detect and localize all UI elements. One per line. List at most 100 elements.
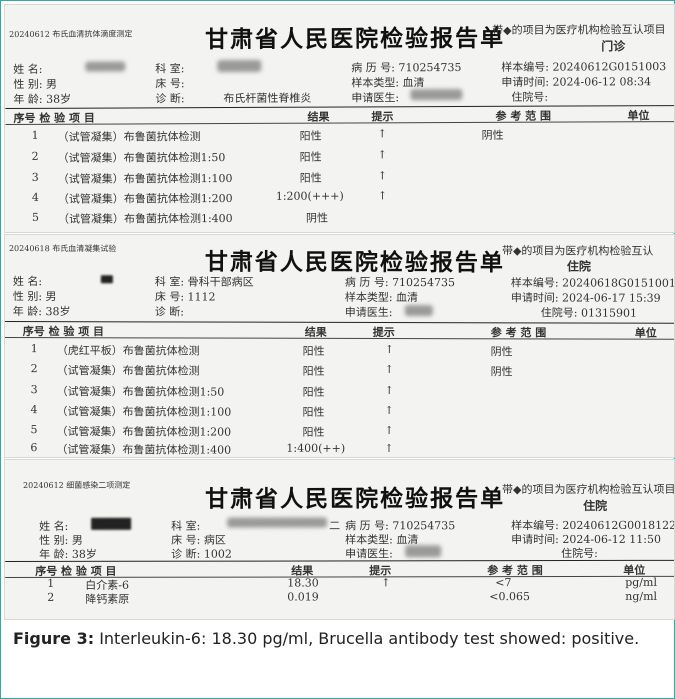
test-item: （试管凝集）布鲁菌抗体检测1:100	[57, 172, 233, 186]
table-header: 序号 检 验 项 目 结果 提示 参 考 范 围 单位	[5, 559, 674, 578]
diagnosis-label: 诊 断:	[154, 305, 185, 319]
redacted-department	[217, 59, 262, 73]
hint-arrow: ↑	[384, 362, 394, 377]
department-suffix: 二	[329, 519, 341, 533]
hint-arrow: ↑	[381, 576, 391, 590]
table-row: 1 （虎红平板）布鲁菌抗体检测 阳性 ↑ 阴性	[5, 235, 674, 358]
table-row: 2 （试管凝集）布鲁菌抗体检测1:50 阳性 ↑	[32, 148, 387, 164]
hospital-title: 甘肃省人民医院检验报告单	[204, 248, 505, 277]
test-result: 阳性	[302, 405, 325, 419]
table-header: 序号 检 验 项 目 结果 提示 参 考 范 围 单位	[5, 104, 674, 125]
test-item: （试管凝集）布鲁菌抗体检测1:200	[57, 192, 233, 206]
unit: pg/ml	[625, 575, 657, 589]
row-number: 6	[30, 441, 38, 455]
row-number: 3	[31, 170, 39, 184]
bed-label: 床 号:	[155, 77, 185, 91]
apply-time: 申请时间: 2024-06-12 08:34	[501, 75, 652, 89]
reference-range: <7	[495, 576, 512, 590]
hint-arrow: ↑	[377, 189, 388, 203]
header-result: 结果	[307, 110, 330, 124]
hospital-title: 甘肃省人民医院检验报告单	[205, 24, 506, 54]
reference-range: 阴性	[481, 128, 504, 142]
patient-name-label: 姓 名:	[13, 62, 43, 76]
department-type: 住院	[583, 498, 608, 513]
test-item: （试管凝集）布鲁菌抗体检测1:400	[57, 212, 233, 226]
hint-arrow: ↑	[377, 148, 387, 162]
table-header: 序号 检 验 项 目 结果 提示 参 考 范 围 单位	[5, 320, 674, 340]
header-reference: 参 考 范 围	[490, 326, 547, 340]
header-item: 序号 检 验 项 目	[13, 111, 95, 125]
sample-type: 样本类型: 血清	[344, 290, 419, 305]
inpatient-number: 住院号: 01315901	[540, 306, 638, 320]
inpatient-number: 住院号:	[511, 90, 549, 104]
header-unit: 单位	[627, 109, 650, 123]
row-number: 4	[31, 190, 39, 204]
test-result: 阳性	[299, 129, 322, 143]
redacted-doctor	[405, 545, 442, 558]
test-item: （试管凝集）布鲁菌抗体检测1:50	[57, 151, 226, 165]
test-result: 阳性	[302, 385, 325, 399]
test-item: （试管凝集）布鲁菌抗体检测1:100	[56, 405, 232, 419]
redacted-doctor	[410, 89, 463, 101]
record-number: 病 历 号: 710254735	[351, 61, 462, 75]
hint-arrow: ↑	[384, 383, 394, 398]
doctor-label: 申请医生:	[351, 91, 400, 105]
report-code: 20240612 布氏血清抗体滴度测定	[9, 29, 133, 39]
report-photo-1: 20240612 布氏血清抗体滴度测定 甘肃省人民医院检验报告单 带◆的项目为医…	[4, 4, 675, 233]
row-number: 5	[30, 423, 38, 437]
apply-time: 申请时间: 2024-06-17 15:39	[510, 291, 661, 305]
header-result: 结果	[304, 325, 327, 339]
caption-text: Interleukin-6: 18.30 pg/ml, Brucella ant…	[94, 629, 640, 648]
gender-field: 性 别: 男	[13, 77, 58, 91]
hint-arrow: ↑	[384, 441, 394, 456]
redacted-name	[100, 275, 113, 284]
row-number: 3	[30, 383, 38, 397]
redacted-department	[227, 517, 328, 528]
department-field: 科 室: 骨科干部病区	[154, 275, 254, 289]
record-number: 病 历 号: 710254735	[344, 275, 456, 290]
header-item: 序号 检 验 项 目	[22, 325, 105, 339]
row-number: 2	[30, 362, 38, 376]
hint-arrow: ↑	[377, 169, 387, 183]
report-photo-2: 20240618 布氏血清凝集试验 甘肃省人民医院检验报告单 带◆的项目为医疗机…	[4, 234, 675, 458]
hint-arrow: ↑	[377, 127, 387, 141]
diagnosis-value: 布氏杆菌性脊椎炎	[223, 91, 312, 106]
table-row: 3 （试管凝集）布鲁菌抗体检测1:100 阳性 ↑	[32, 169, 387, 185]
test-result: 阳性	[299, 150, 322, 164]
test-result: 阳性	[302, 364, 325, 378]
test-result: 0.019	[287, 590, 319, 604]
table-row: 5 （试管凝集）布鲁菌抗体检测1:400 阴性	[32, 211, 328, 226]
sample-type: 样本类型: 血清	[351, 76, 425, 90]
diagnosis-field: 诊 断: 1002	[171, 547, 232, 561]
test-result: 阴性	[305, 211, 328, 225]
test-item: （试管凝集）布鲁菌抗体检测1:400	[56, 443, 232, 457]
report-code: 20240612 细菌感染二项测定	[23, 480, 131, 490]
table-row: 4 （试管凝集）布鲁菌抗体检测1:100 阳性 ↑	[5, 235, 674, 419]
row-number: 1	[31, 128, 39, 142]
diagnosis-label: 诊 断:	[155, 92, 185, 106]
test-item: 降钙素原	[85, 592, 130, 606]
patient-name-label: 姓 名:	[12, 275, 43, 289]
test-result: 阳性	[302, 425, 325, 439]
mutual-recognition-note: 带◆的项目为医疗机构检验互认	[501, 244, 654, 258]
row-number: 4	[30, 403, 38, 417]
header-reference: 参 考 范 围	[495, 109, 552, 123]
redacted-name	[85, 61, 126, 72]
table-row: 4 （试管凝集）布鲁菌抗体检测1:200 1:200(+++) ↑	[32, 189, 387, 205]
header-hint: 提示	[371, 110, 394, 124]
caption-label: Figure 3:	[13, 629, 95, 648]
row-number: 1	[47, 576, 55, 590]
test-item: （试管凝集）布鲁菌抗体检测	[57, 130, 201, 144]
hint-arrow: ↑	[384, 342, 394, 357]
row-number: 2	[47, 590, 55, 604]
table-row: 2 降钙素原 0.019 <0.065 ng/ml	[47, 590, 657, 606]
doctor-label: 申请医生:	[345, 547, 393, 561]
redacted-name	[91, 517, 132, 530]
table-row: 3 （试管凝集）布鲁菌抗体检测1:50 阳性 ↑	[5, 235, 674, 399]
mutual-recognition-note: 带◆的项目为医疗机构检验互认项目	[502, 482, 675, 497]
hospital-title: 甘肃省人民医院检验报告单	[205, 485, 506, 513]
header-hint: 提示	[372, 325, 395, 340]
test-item: （试管凝集）布鲁菌抗体检测1:200	[56, 425, 232, 439]
test-item: （试管凝集）布鲁菌抗体检测	[56, 364, 200, 378]
